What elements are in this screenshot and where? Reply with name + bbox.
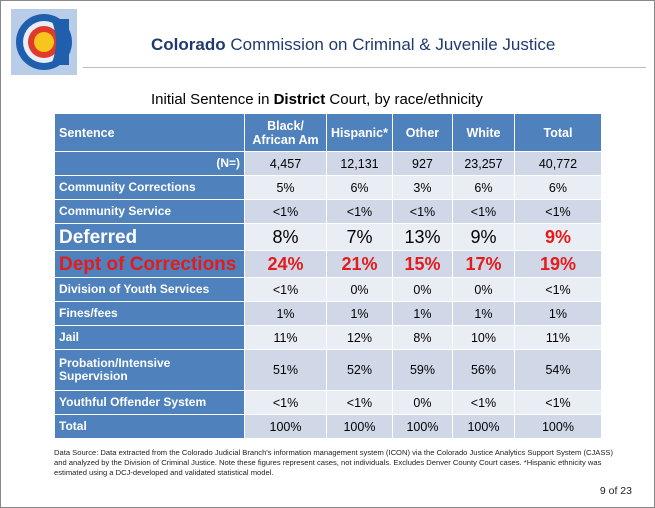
table-cell: 15% — [391, 250, 453, 278]
table-cell: <1% — [391, 199, 453, 224]
row-label: Deferred — [54, 223, 245, 251]
table-cell: 6% — [513, 175, 602, 200]
table-cell: 12% — [326, 325, 393, 350]
header-row: Sentence Black/ African Am Hispanic* Other W… — [54, 113, 602, 152]
table-cell: 6% — [451, 175, 515, 200]
table-row: Youthful Offender System <1% <1% 0% <1% <1% — [54, 390, 602, 415]
table-cell: 100% — [326, 414, 393, 439]
table-cell: 100% — [451, 414, 515, 439]
page-number: 9 of 23 — [599, 485, 632, 497]
table-cell: 23,257 — [451, 151, 515, 176]
table-cell: 5% — [244, 175, 327, 200]
table-cell: 13% — [391, 223, 453, 251]
table-cell: 52% — [326, 349, 393, 391]
table: Sentence Black/ African Am Hispanic* Other W… — [54, 113, 602, 439]
table-row: Total 100% 100% 100% 100% 100% — [54, 414, 602, 439]
table-cell: 51% — [244, 349, 327, 391]
row-label: (N=) — [54, 151, 245, 176]
table-cell: <1% — [451, 199, 515, 224]
table-cell: 19% — [513, 250, 602, 278]
column-header: Other — [391, 113, 453, 152]
table-cell: 11% — [513, 325, 602, 350]
title: Colorado Commission on Criminal & Juveni… — [151, 35, 556, 54]
table-cell: 17% — [451, 250, 515, 278]
table-cell: <1% — [513, 199, 602, 224]
row-label: Probation/Intensive Supervision — [54, 349, 245, 391]
table-cell: 59% — [391, 349, 453, 391]
row-label: Fines/fees — [54, 301, 245, 326]
table-cell: <1% — [513, 390, 602, 415]
table-row: Fines/fees 1% 1% 1% 1% 1% — [54, 301, 602, 326]
table-cell: 54% — [513, 349, 602, 391]
column-header: Total — [513, 113, 602, 152]
table-cell: 0% — [391, 277, 453, 302]
table-cell: <1% — [244, 199, 327, 224]
table-row: Deferred 8% 7% 13% 9% 9% — [54, 223, 602, 251]
table-row: Community Corrections 5% 6% 3% 6% 6% — [54, 175, 602, 200]
table-cell: 927 — [391, 151, 453, 176]
table-cell: 1% — [451, 301, 515, 326]
table-cell: 0% — [391, 390, 453, 415]
table-cell: <1% — [326, 390, 393, 415]
row-label: Dept of Corrections — [54, 250, 245, 278]
column-header: Hispanic* — [326, 113, 393, 152]
table-row: Community Service <1% <1% <1% <1% <1% — [54, 199, 602, 224]
column-header: Sentence — [54, 113, 245, 152]
table-cell: 56% — [451, 349, 515, 391]
table-cell: 11% — [244, 325, 327, 350]
column-header: White — [451, 113, 515, 152]
table-cell: 100% — [513, 414, 602, 439]
rule — [83, 67, 646, 68]
table-cell: 9% — [513, 223, 602, 251]
table-cell: 8% — [391, 325, 453, 350]
table-cell: 9% — [451, 223, 515, 251]
logo — [11, 9, 77, 75]
table-cell: 7% — [326, 223, 393, 251]
table-cell: 6% — [326, 175, 393, 200]
table-cell: 4,457 — [244, 151, 327, 176]
table-cell: 3% — [391, 175, 453, 200]
table-cell: 0% — [451, 277, 515, 302]
row-label: Youthful Offender System — [54, 390, 245, 415]
table-cell: <1% — [451, 390, 515, 415]
table-cell: 40,772 — [513, 151, 602, 176]
row-label: Jail — [54, 325, 245, 350]
table-cell: 12,131 — [326, 151, 393, 176]
table-cell: 8% — [244, 223, 327, 251]
row-label: Total — [54, 414, 245, 439]
table-row: Jail 11% 12% 8% 10% 11% — [54, 325, 602, 350]
table-cell: <1% — [513, 277, 602, 302]
table-cell: 21% — [326, 250, 393, 278]
table-cell: <1% — [244, 390, 327, 415]
column-header: Black/ African Am — [244, 113, 327, 152]
table-cell: <1% — [326, 199, 393, 224]
table-row: Probation/Intensive Supervision 51% 52% 59%… — [54, 349, 602, 391]
table-cell: 1% — [513, 301, 602, 326]
table-cell: 10% — [451, 325, 515, 350]
table-cell: 1% — [391, 301, 453, 326]
table-cell: 1% — [326, 301, 393, 326]
table-row: (N=) 4,457 12,131 927 23,257 40,772 — [54, 151, 602, 176]
row-label: Community Corrections — [54, 175, 245, 200]
table-cell: 1% — [244, 301, 327, 326]
table-cell: 100% — [244, 414, 327, 439]
row-label: Community Service — [54, 199, 245, 224]
table-cell: 100% — [391, 414, 453, 439]
footnote: Data Source: Data extracted from the Col… — [54, 448, 613, 477]
table-cell: <1% — [244, 277, 327, 302]
table-row: Division of Youth Services <1% 0% 0% 0% <1% — [54, 277, 602, 302]
table-cell: 0% — [326, 277, 393, 302]
subtitle: Initial Sentence in District Court, by r… — [151, 91, 483, 108]
row-label: Division of Youth Services — [54, 277, 245, 302]
table-cell: 24% — [244, 250, 327, 278]
table-row: Dept of Corrections 24% 21% 15% 17% 19% — [54, 250, 602, 278]
